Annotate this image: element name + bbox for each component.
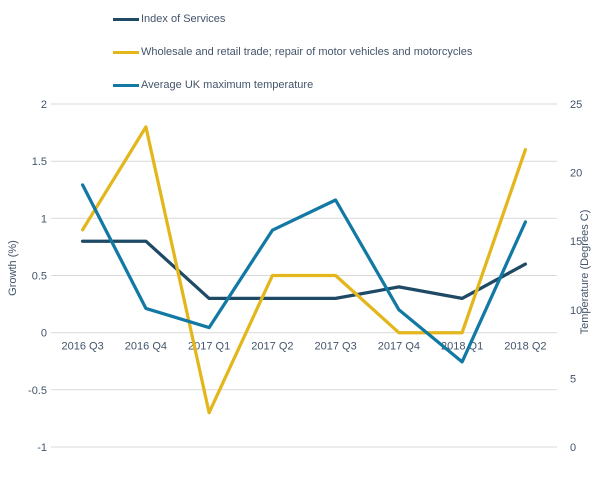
right-axis-tick: 20 — [570, 168, 582, 180]
legend-label-wholesale-retail-trade: Wholesale and retail trade; repair of mo… — [141, 46, 473, 58]
series-line-1 — [80, 125, 528, 415]
legend-swatch-avg-uk-max-temperature — [113, 83, 139, 87]
right-axis-title: Temperature (Degrees C) — [579, 209, 591, 335]
legend-item-index-of-services: Index of Services — [113, 12, 472, 26]
legend-swatch-wholesale-retail-trade — [113, 50, 139, 54]
left-axis-tick: 0.5 — [32, 271, 47, 283]
x-axis-tick: 2017 Q2 — [251, 341, 293, 353]
chart-legend: Index of Services Wholesale and retail t… — [113, 12, 472, 92]
right-axis-tick: 25 — [570, 99, 582, 111]
left-axis-tick: 0 — [41, 328, 47, 340]
x-axis-tick: 2016 Q3 — [61, 341, 103, 353]
left-axis-tick: 1 — [41, 213, 47, 225]
x-axis-tick: 2016 Q4 — [125, 341, 167, 353]
left-axis-tick: -0.5 — [28, 385, 47, 397]
x-axis-tick: 2018 Q2 — [504, 341, 546, 353]
x-axis-tick: 2018 Q1 — [441, 341, 483, 353]
series-line-0 — [80, 239, 528, 301]
series-line-2 — [80, 183, 528, 364]
x-axis-tick: 2017 Q4 — [378, 341, 420, 353]
x-axis-tick: 2017 Q3 — [314, 341, 356, 353]
right-axis-tick: 10 — [570, 305, 582, 317]
left-axis-tick: 2 — [41, 99, 47, 111]
legend-label-index-of-services: Index of Services — [141, 13, 226, 25]
legend-label-avg-uk-max-temperature: Average UK maximum temperature — [141, 79, 314, 91]
right-axis-tick: 0 — [570, 442, 576, 454]
left-axis-title: Growth (%) — [7, 240, 19, 296]
left-axis-tick: -1 — [37, 442, 47, 454]
right-axis-tick: 15 — [570, 236, 582, 248]
legend-item-avg-uk-max-temperature: Average UK maximum temperature — [113, 78, 472, 92]
right-axis-tick: 5 — [570, 373, 576, 385]
x-axis-tick: 2017 Q1 — [188, 341, 230, 353]
left-axis-tick: 1.5 — [32, 156, 47, 168]
legend-swatch-index-of-services — [113, 17, 139, 21]
legend-item-wholesale-retail-trade: Wholesale and retail trade; repair of mo… — [113, 45, 472, 59]
